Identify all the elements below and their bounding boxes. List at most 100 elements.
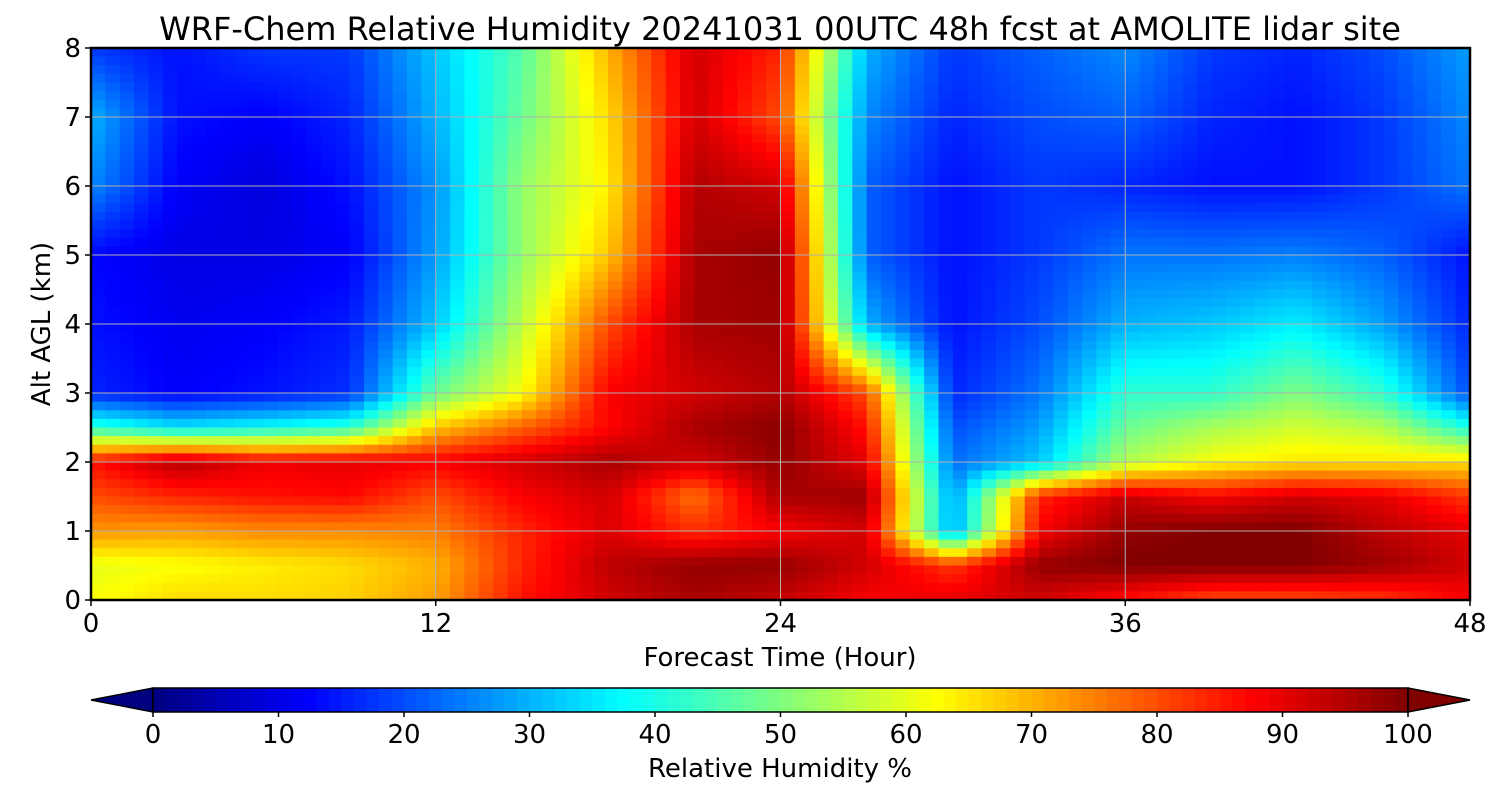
- heatmap-cell: [593, 237, 609, 247]
- heatmap-cell: [694, 99, 710, 109]
- heatmap-cell: [435, 99, 451, 109]
- heatmap-cell: [1426, 444, 1442, 454]
- heatmap-cell: [1211, 298, 1227, 308]
- heatmap-cell: [1197, 410, 1213, 420]
- heatmap-cell: [895, 375, 911, 385]
- heatmap-cell: [1039, 367, 1055, 377]
- heatmap-cell: [220, 168, 236, 178]
- heatmap-cell: [1326, 82, 1342, 92]
- heatmap-cell: [292, 255, 308, 265]
- heatmap-cell: [837, 108, 853, 118]
- heatmap-cell: [363, 444, 379, 454]
- heatmap-cell: [1340, 237, 1356, 247]
- heatmap-cell: [1441, 73, 1457, 84]
- heatmap-cell: [665, 56, 681, 66]
- heatmap-cell: [794, 418, 810, 429]
- heatmap-cell: [292, 393, 308, 403]
- heatmap-cell: [349, 48, 365, 58]
- heatmap-cell: [1426, 229, 1442, 239]
- heatmap-cell: [924, 255, 940, 265]
- heatmap-cell: [1153, 263, 1169, 273]
- heatmap-cell: [679, 358, 695, 368]
- heatmap-cell: [493, 401, 509, 411]
- heatmap-cell: [809, 134, 825, 144]
- heatmap-cell: [823, 315, 839, 325]
- heatmap-cell: [579, 401, 595, 411]
- heatmap-cell: [852, 91, 868, 101]
- heatmap-cell: [608, 48, 624, 58]
- heatmap-cell: [392, 48, 408, 58]
- heatmap-cell: [1197, 453, 1213, 463]
- heatmap-cell: [450, 73, 466, 84]
- heatmap-cell: [852, 237, 868, 247]
- heatmap-cell: [1412, 99, 1428, 109]
- heatmap-cell: [392, 263, 408, 273]
- heatmap-cell: [1082, 367, 1098, 377]
- heatmap-cell: [148, 298, 164, 308]
- heatmap-cell: [608, 427, 624, 437]
- heatmap-cell: [1110, 289, 1126, 299]
- heatmap-cell: [1240, 410, 1256, 420]
- heatmap-cell: [249, 393, 264, 403]
- heatmap-cell: [1412, 211, 1428, 222]
- heatmap-cell: [263, 117, 279, 127]
- heatmap-cell: [694, 82, 710, 92]
- heatmap-cell: [392, 444, 408, 454]
- heatmap-cell: [1297, 453, 1313, 463]
- heatmap-cell: [895, 315, 911, 325]
- heatmap-cell: [148, 246, 164, 256]
- heatmap-cell: [823, 306, 839, 316]
- heatmap-cell: [866, 436, 882, 446]
- heatmap-cell: [421, 444, 437, 454]
- heatmap-cell: [694, 151, 710, 161]
- heatmap-cell: [895, 246, 911, 256]
- heatmap-cell: [162, 255, 178, 265]
- heatmap-cell: [1197, 393, 1213, 403]
- heatmap-cell: [1010, 341, 1026, 351]
- heatmap-cell: [608, 453, 624, 463]
- heatmap-cell: [521, 375, 537, 385]
- heatmap-cell: [751, 186, 767, 196]
- heatmap-cell: [191, 358, 207, 368]
- heatmap-cell: [1297, 462, 1313, 472]
- heatmap-cell: [766, 203, 782, 213]
- heatmap-cell: [593, 401, 609, 411]
- heatmap-cell: [1053, 453, 1069, 463]
- heatmap-cell: [1455, 203, 1470, 213]
- heatmap-cell: [464, 56, 480, 66]
- heatmap-cell: [1125, 332, 1141, 342]
- heatmap-cell: [1240, 56, 1256, 66]
- heatmap-cell: [694, 384, 710, 394]
- heatmap-cell: [1182, 462, 1198, 472]
- heatmap-cell: [1240, 358, 1256, 368]
- heatmap-cell: [924, 160, 940, 170]
- heatmap-cell: [909, 436, 925, 446]
- heatmap-cell: [1254, 462, 1270, 472]
- heatmap-cell: [1340, 220, 1356, 230]
- heatmap-cell: [1426, 384, 1442, 394]
- heatmap-cell: [134, 220, 150, 230]
- heatmap-cell: [909, 56, 925, 66]
- heatmap-cell: [234, 427, 250, 437]
- heatmap-cell: [837, 263, 853, 273]
- heatmap-cell: [665, 367, 681, 377]
- heatmap-cell: [119, 358, 135, 368]
- heatmap-cell: [608, 393, 624, 403]
- heatmap-cell: [1426, 375, 1442, 385]
- heatmap-cell: [1283, 358, 1299, 368]
- heatmap-cell: [1326, 427, 1342, 437]
- heatmap-cell: [1441, 349, 1457, 360]
- heatmap-cell: [220, 487, 236, 498]
- heatmap-cell: [1168, 444, 1184, 454]
- heatmap-cell: [1110, 462, 1126, 472]
- heatmap-cell: [1268, 453, 1284, 463]
- heatmap-cell: [579, 272, 595, 282]
- heatmap-cell: [1168, 56, 1184, 66]
- heatmap-cell: [134, 246, 150, 256]
- heatmap-cell: [1254, 177, 1270, 187]
- heatmap-cell: [521, 237, 537, 247]
- heatmap-cell: [249, 341, 264, 351]
- heatmap-cell: [708, 73, 724, 84]
- heatmap-cell: [1182, 375, 1198, 385]
- heatmap-cell: [579, 160, 595, 170]
